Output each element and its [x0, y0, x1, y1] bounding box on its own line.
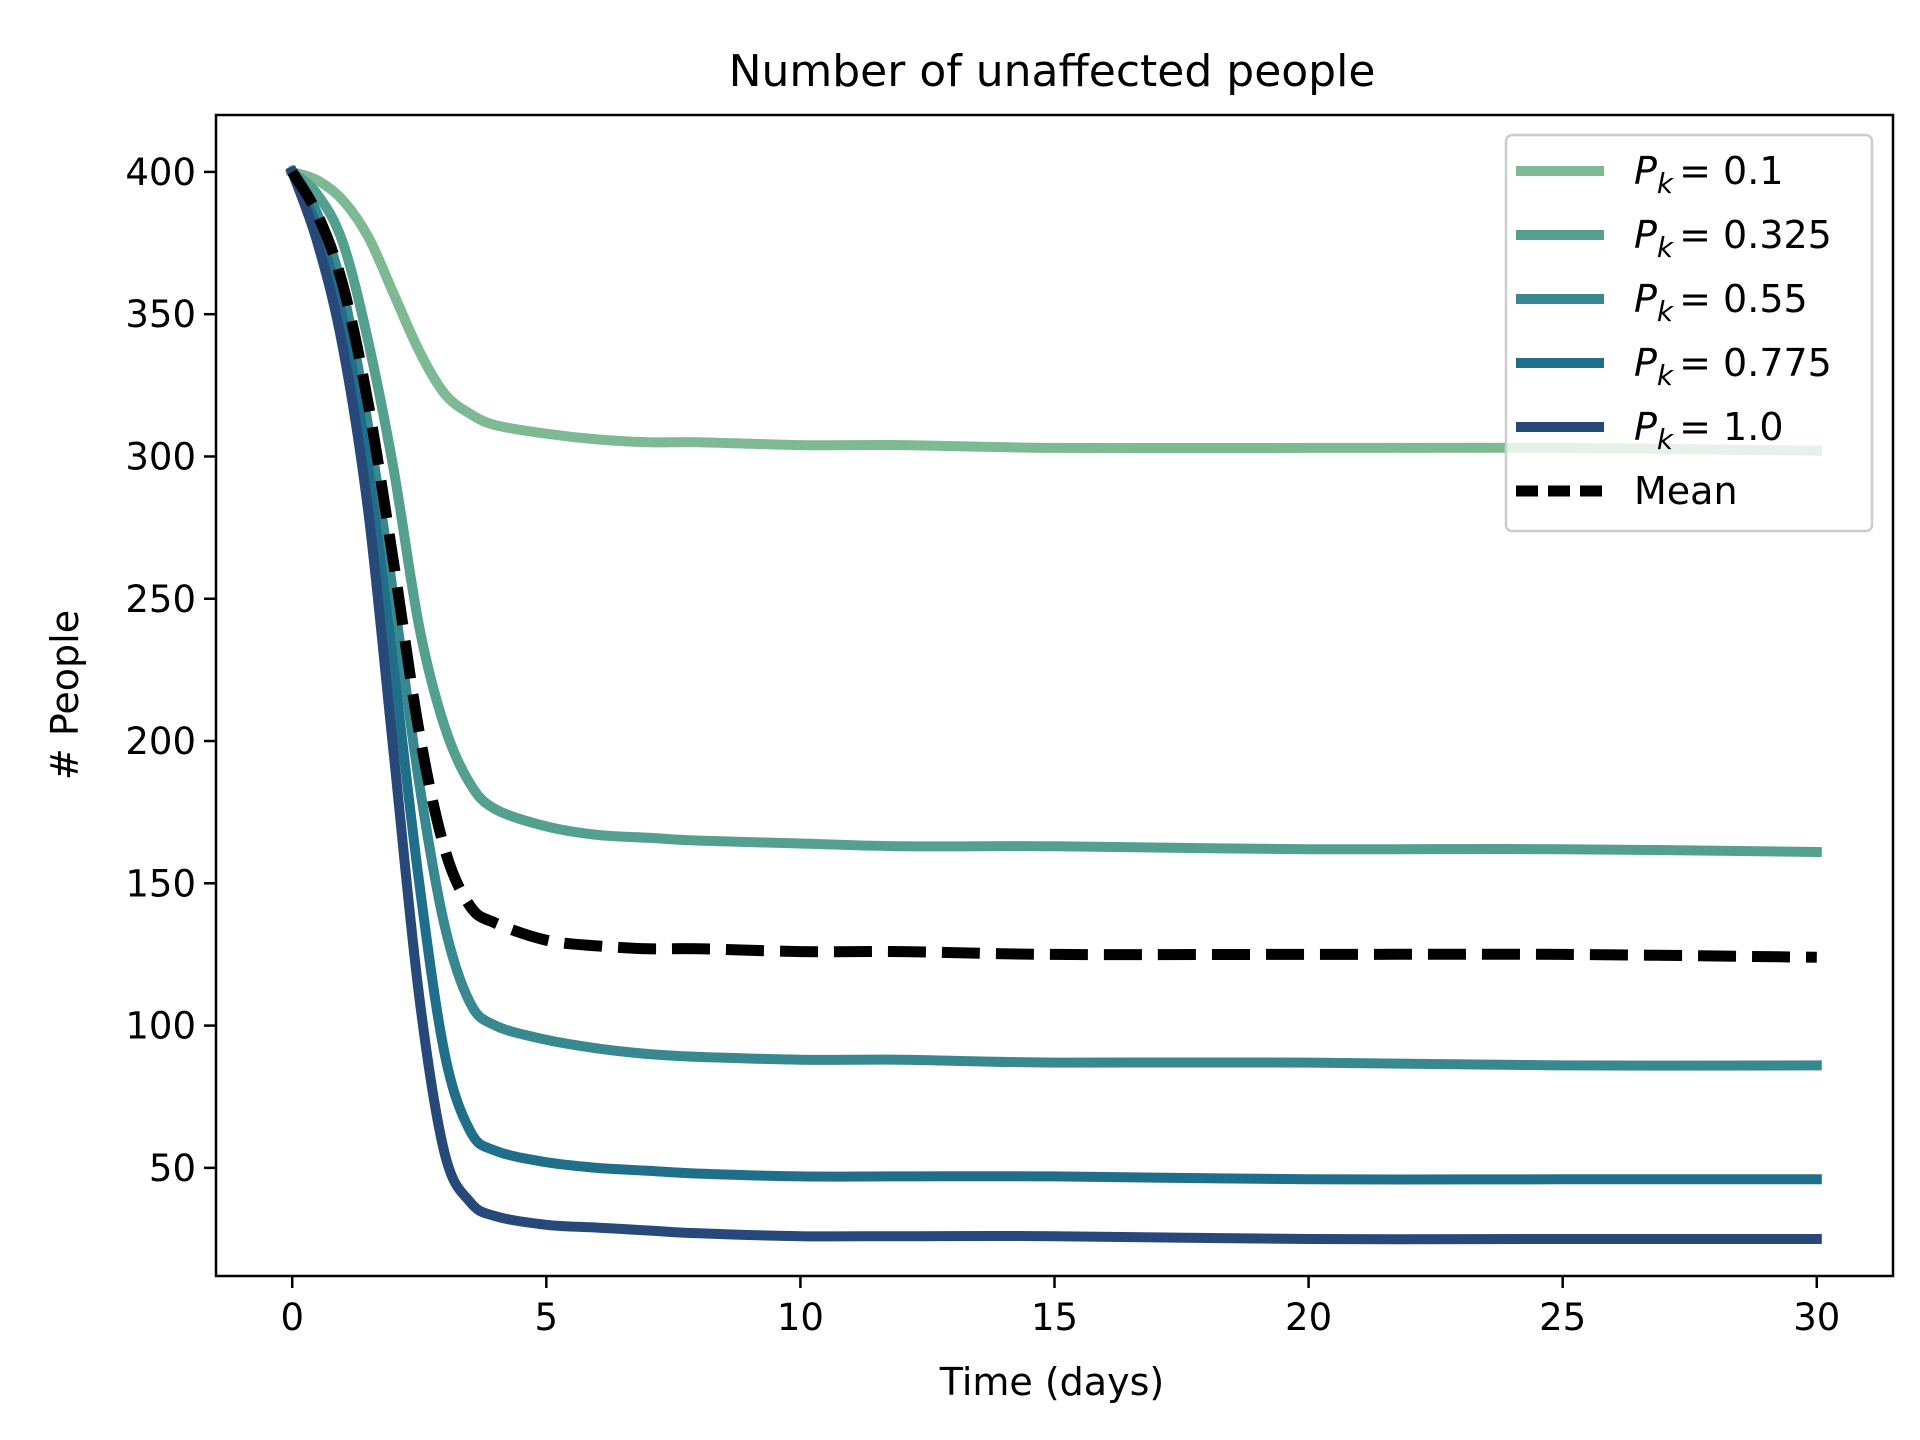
- x-axis-label: Time (days): [939, 1360, 1164, 1404]
- legend-label-1: Pk = 0.1: [1634, 149, 1784, 200]
- legend-label-2: Pk = 0.325: [1634, 213, 1832, 264]
- series-line-4: [285, 165, 1822, 1185]
- y-tick-label: 250: [125, 578, 196, 621]
- y-tick-label: 150: [125, 862, 196, 905]
- legend-label-3: Pk = 0.55: [1634, 277, 1808, 328]
- x-tick-label: 20: [1285, 1296, 1332, 1339]
- x-tick-label: 30: [1793, 1296, 1840, 1339]
- plot-lines: [285, 164, 1822, 1245]
- y-tick-label: 400: [125, 151, 196, 194]
- y-axis: 50 100 150 200 250 300 350 400: [125, 151, 216, 1190]
- x-tick-label: 25: [1539, 1296, 1586, 1339]
- x-tick-label: 10: [777, 1296, 824, 1339]
- x-tick-label: 15: [1031, 1296, 1078, 1339]
- legend-label-6: Mean: [1634, 469, 1738, 513]
- chart-title: Number of unaffected people: [729, 46, 1376, 97]
- y-tick-label: 100: [125, 1005, 196, 1048]
- y-tick-label: 350: [125, 293, 196, 336]
- series-line-1: [285, 165, 1822, 456]
- x-tick-label: 5: [535, 1296, 559, 1339]
- y-tick-label: 200: [125, 720, 196, 763]
- y-tick-label: 300: [125, 435, 196, 478]
- x-tick-label: 0: [280, 1296, 304, 1339]
- series-line-6: [287, 168, 1817, 963]
- legend-label-5: Pk = 1.0: [1634, 405, 1784, 456]
- y-tick-label: 50: [149, 1147, 196, 1190]
- series-line-5: [285, 165, 1822, 1245]
- legend-label-4: Pk = 0.775: [1634, 341, 1832, 392]
- series-line-2: [285, 164, 1822, 858]
- x-axis: 0 5 10 15 20 25 30: [280, 1276, 1840, 1339]
- legend: Pk = 0.1 Pk = 0.325 Pk = 0.55 Pk = 0.775 Pk = 1.0…: [1504, 133, 1874, 533]
- y-axis-label: # People: [43, 610, 87, 780]
